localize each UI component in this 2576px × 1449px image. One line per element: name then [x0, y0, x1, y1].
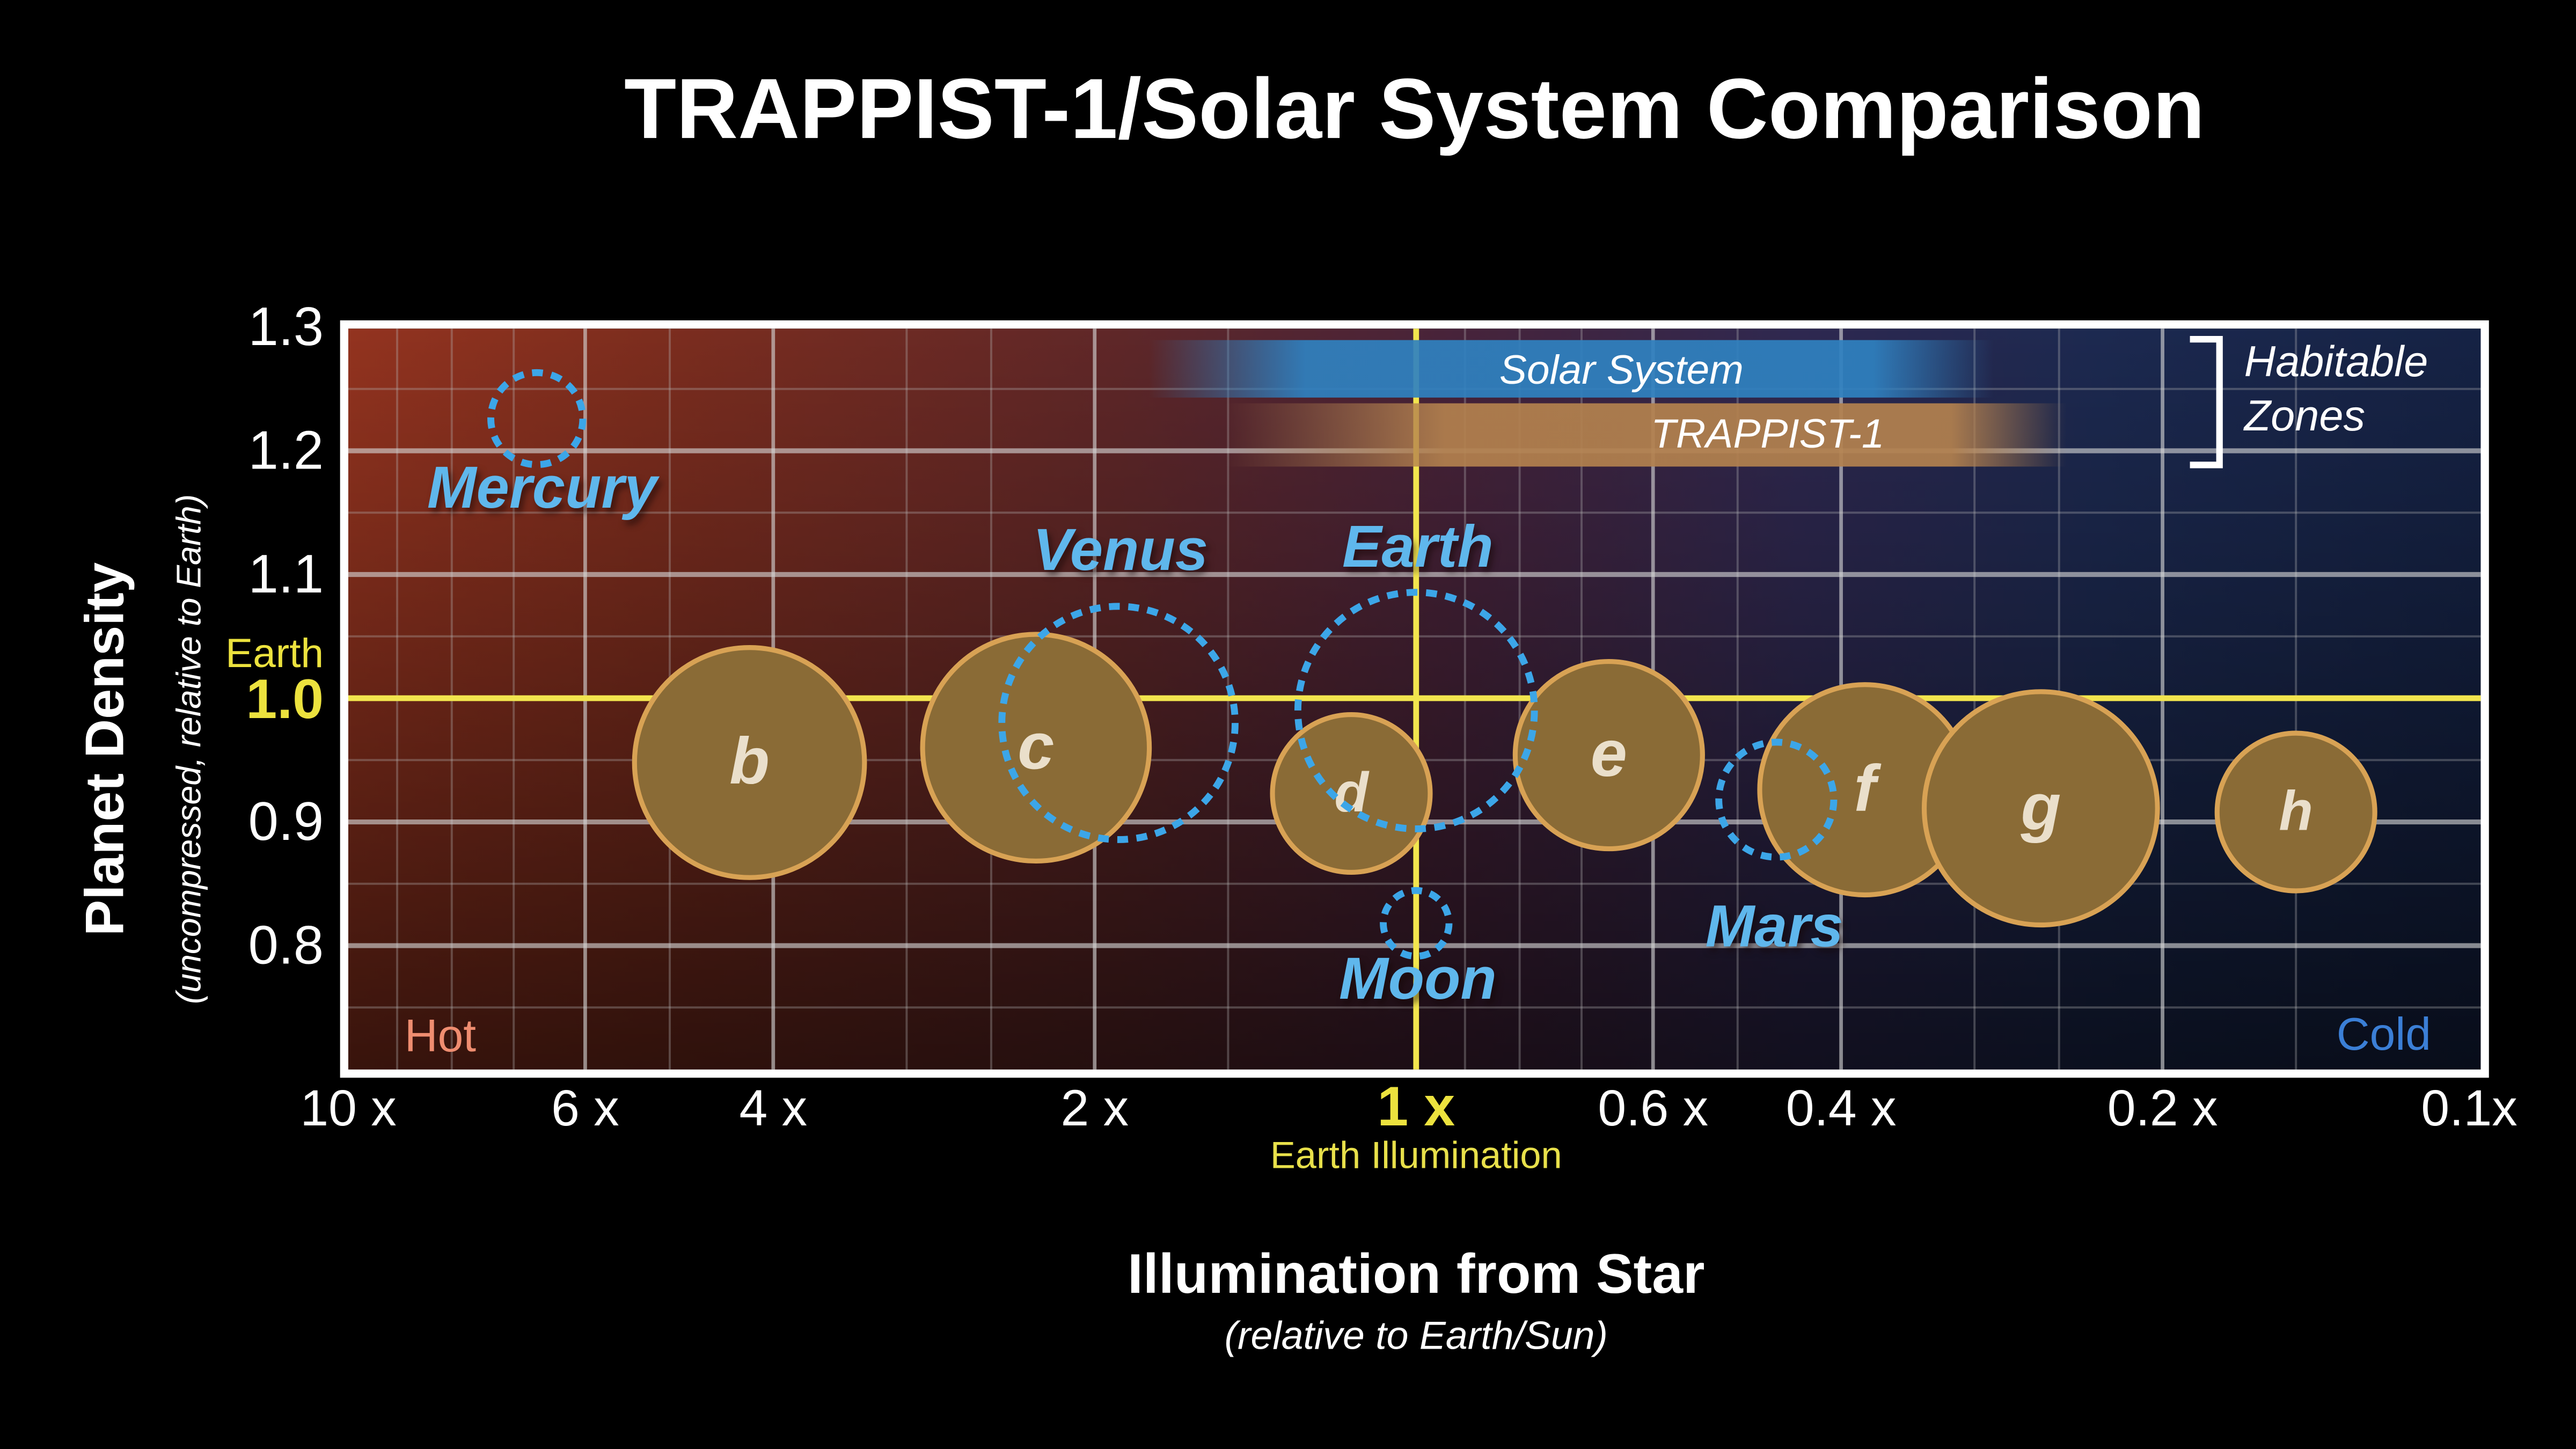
x-axis-subtitle: (relative to Earth/Sun) — [1225, 1313, 1608, 1357]
planet-g — [1921, 689, 2160, 928]
solar-system-bar-label: Solar System — [1499, 347, 1744, 393]
x-tick-0.1x: 0.1x — [2421, 1080, 2517, 1137]
dotted-circle-mercury — [487, 369, 587, 469]
body-label-moon: Moon — [1339, 946, 1497, 1012]
habitable-zone-bar-trappist-1 — [1225, 403, 2067, 467]
x-tick-0.4x: 0.4 x — [1786, 1080, 1897, 1137]
planet-b — [632, 645, 867, 880]
hot-annotation: Hot — [405, 1010, 477, 1062]
x-tick-0.2x: 0.2 x — [2107, 1080, 2218, 1137]
planet-letter-e: e — [1591, 716, 1627, 790]
planet-c — [920, 632, 1152, 864]
y-tick-1.3: 1.3 — [248, 297, 324, 357]
x-tick-4x: 4 x — [740, 1080, 808, 1137]
y-axis-title: Planet Density — [75, 562, 135, 936]
y-tick-0.8: 0.8 — [248, 916, 324, 976]
y-tick-1.1: 1.1 — [248, 544, 324, 604]
planet-d — [1270, 712, 1433, 875]
habitable-zones-legend-line2: Zones — [2243, 392, 2365, 440]
earth-illumination-note: Earth Illumination — [1270, 1134, 1562, 1176]
x-tick-1x: 1 x — [1377, 1075, 1455, 1138]
planet-e — [1512, 658, 1705, 852]
body-label-venus: Venus — [1033, 517, 1208, 583]
x-tick-2x: 2 x — [1061, 1080, 1129, 1137]
habitable-zones-bracket — [2190, 336, 2223, 469]
y-tick-earth-word: Earth — [225, 631, 324, 676]
trappist-planets: b cde f g h — [632, 632, 2377, 928]
cold-annotation: Cold — [2337, 1008, 2431, 1060]
dotted-circle-mars — [1715, 738, 1838, 861]
planet-letter-g: g — [2020, 770, 2061, 843]
y-axis-subtitle: (uncompressed, relative to Earth) — [169, 494, 208, 1004]
y-tick-earth-value: 1.0 — [246, 668, 324, 730]
planet-letter-h: h — [2279, 780, 2313, 842]
page-title: TRAPPIST-1/Solar System Comparison — [624, 61, 2205, 156]
x-tick-10x: 10 x — [300, 1080, 396, 1137]
plot-frame — [340, 320, 2489, 1078]
trappist-bar-label: TRAPPIST-1 — [1651, 411, 1884, 457]
body-label-earth: Earth — [1342, 514, 1494, 580]
habitable-zones-legend-line1: Habitable — [2244, 338, 2428, 386]
planet-letter-b: b — [729, 724, 770, 797]
x-tick-6x: 6 x — [551, 1080, 619, 1137]
habitable-zone-bar-solar-system — [1148, 340, 1994, 398]
body-label-mercury: Mercury — [427, 455, 660, 521]
x-tick-0.6x: 0.6 x — [1598, 1080, 1708, 1137]
plot-inner: b cde f g h — [348, 328, 2481, 1070]
x-axis-title: Illumination from Star — [1128, 1243, 1705, 1305]
body-label-mars: Mars — [1706, 893, 1843, 959]
planet-letter-c: c — [1018, 709, 1054, 782]
y-tick-0.9: 0.9 — [248, 792, 324, 852]
planet-h — [2214, 730, 2377, 894]
y-tick-1.2: 1.2 — [248, 421, 324, 481]
